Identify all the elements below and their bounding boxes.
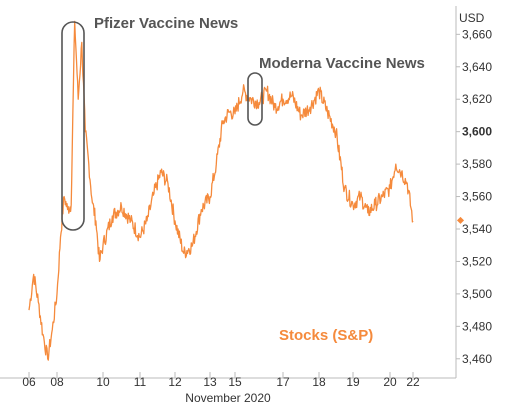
x-axis-label: November 2020 xyxy=(185,391,271,405)
y-tick-label: 3,480 xyxy=(462,319,492,333)
x-tick-label: 12 xyxy=(168,375,182,389)
moderna-annotation: Moderna Vaccine News xyxy=(259,55,425,72)
series-line-stocks xyxy=(28,20,414,361)
pfizer-highlight-oval xyxy=(61,21,85,231)
pfizer-annotation: Pfizer Vaccine News xyxy=(94,15,238,32)
x-tick-labels: 06 08 10 11 12 13 15 17 18 19 20 22 xyxy=(22,372,420,389)
y-tick-label: 3,580 xyxy=(462,157,492,171)
y-tick-label: 3,520 xyxy=(462,254,492,268)
moderna-highlight-oval xyxy=(247,72,263,126)
y-tick-label: 3,660 xyxy=(462,27,492,41)
y-tick-labels: 3,460 3,480 3,500 3,520 3,540 3,560 3,580 3,600… xyxy=(456,27,492,366)
y-tick-label: 3,560 xyxy=(462,190,492,204)
y-tick-label: 3,460 xyxy=(462,352,492,366)
legend-series-name: Stocks (S&P) xyxy=(279,327,373,344)
last-value-marker xyxy=(456,216,465,224)
y-tick-label: 3,620 xyxy=(462,92,492,106)
x-tick-label: 18 xyxy=(312,375,326,389)
y-tick-label: 3,600 xyxy=(462,125,492,139)
x-tick-label: 11 xyxy=(134,375,147,389)
y-tick-label: 3,640 xyxy=(462,60,492,74)
x-tick-label: 17 xyxy=(276,375,290,389)
y-tick-label: 3,500 xyxy=(462,287,492,301)
x-tick-label: 19 xyxy=(346,375,360,389)
y-axis-unit: USD xyxy=(459,11,485,25)
x-tick-label: 20 xyxy=(383,375,397,389)
x-tick-label: 22 xyxy=(406,375,420,389)
x-tick-label: 08 xyxy=(50,375,64,389)
x-tick-label: 06 xyxy=(22,375,36,389)
x-tick-label: 15 xyxy=(228,375,242,389)
y-tick-label: 3,540 xyxy=(462,222,492,236)
series-layer xyxy=(28,20,465,361)
x-tick-label: 13 xyxy=(203,375,217,389)
x-tick-label: 10 xyxy=(96,375,110,389)
